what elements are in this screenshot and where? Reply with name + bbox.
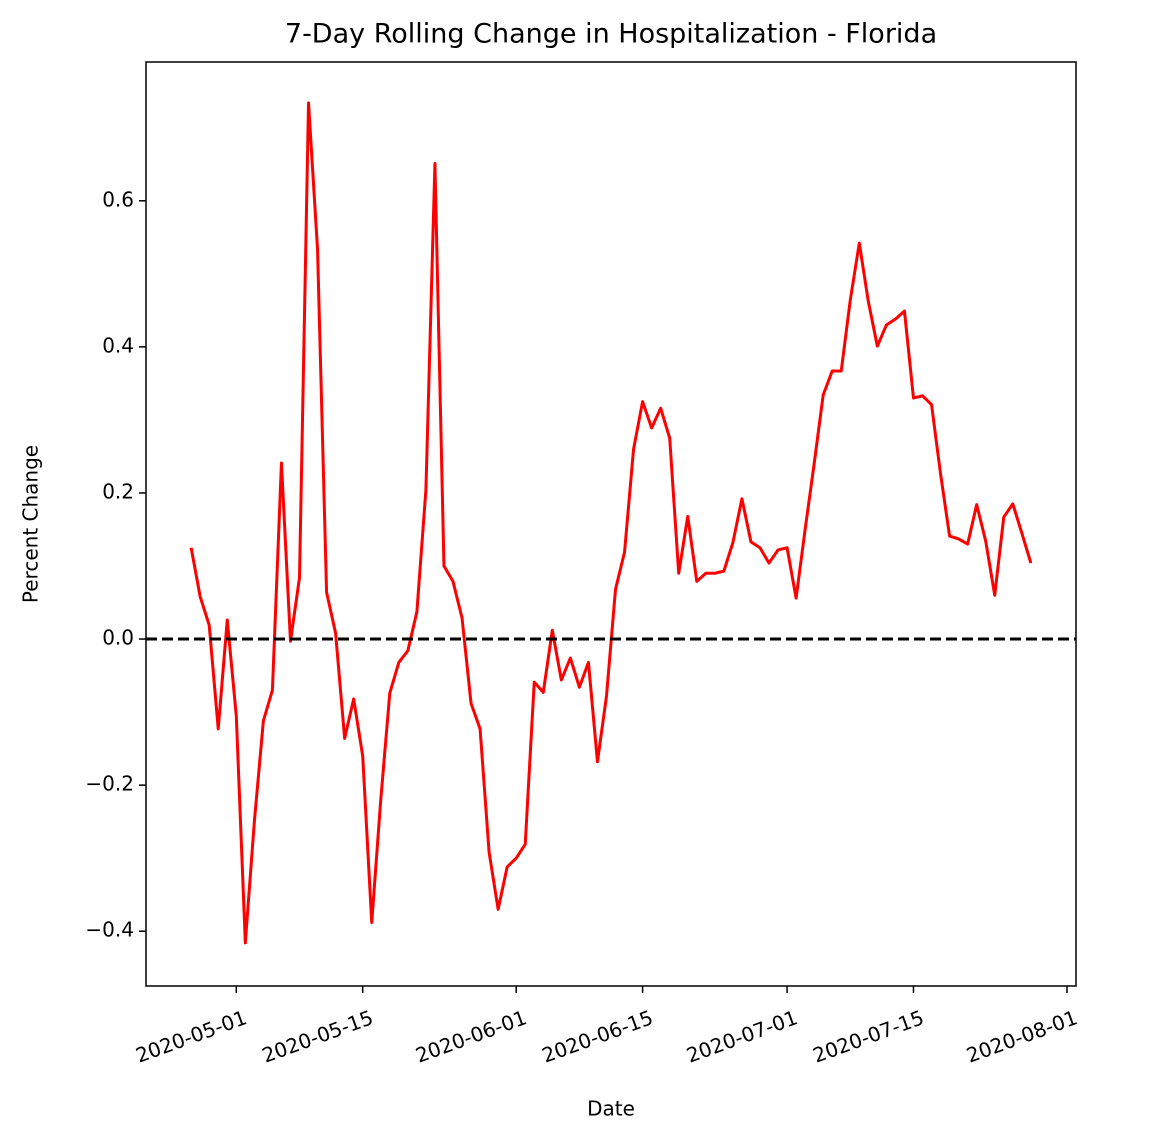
data-line (189, 101, 1033, 945)
y-tick-label: 0.2 (102, 479, 134, 503)
chart-title: 7-Day Rolling Change in Hospitalization … (285, 19, 937, 50)
x-axis-label: Date (587, 1097, 635, 1121)
plot-frame (145, 61, 1077, 987)
y-tick-label: −0.4 (85, 918, 134, 942)
y-tick-label: 0.4 (102, 333, 134, 357)
y-tick-label: −0.2 (85, 772, 134, 796)
y-tick-label: 0.0 (102, 626, 134, 650)
y-axis-label: Percent Change (19, 445, 43, 603)
y-tick-label: 0.6 (102, 187, 134, 211)
